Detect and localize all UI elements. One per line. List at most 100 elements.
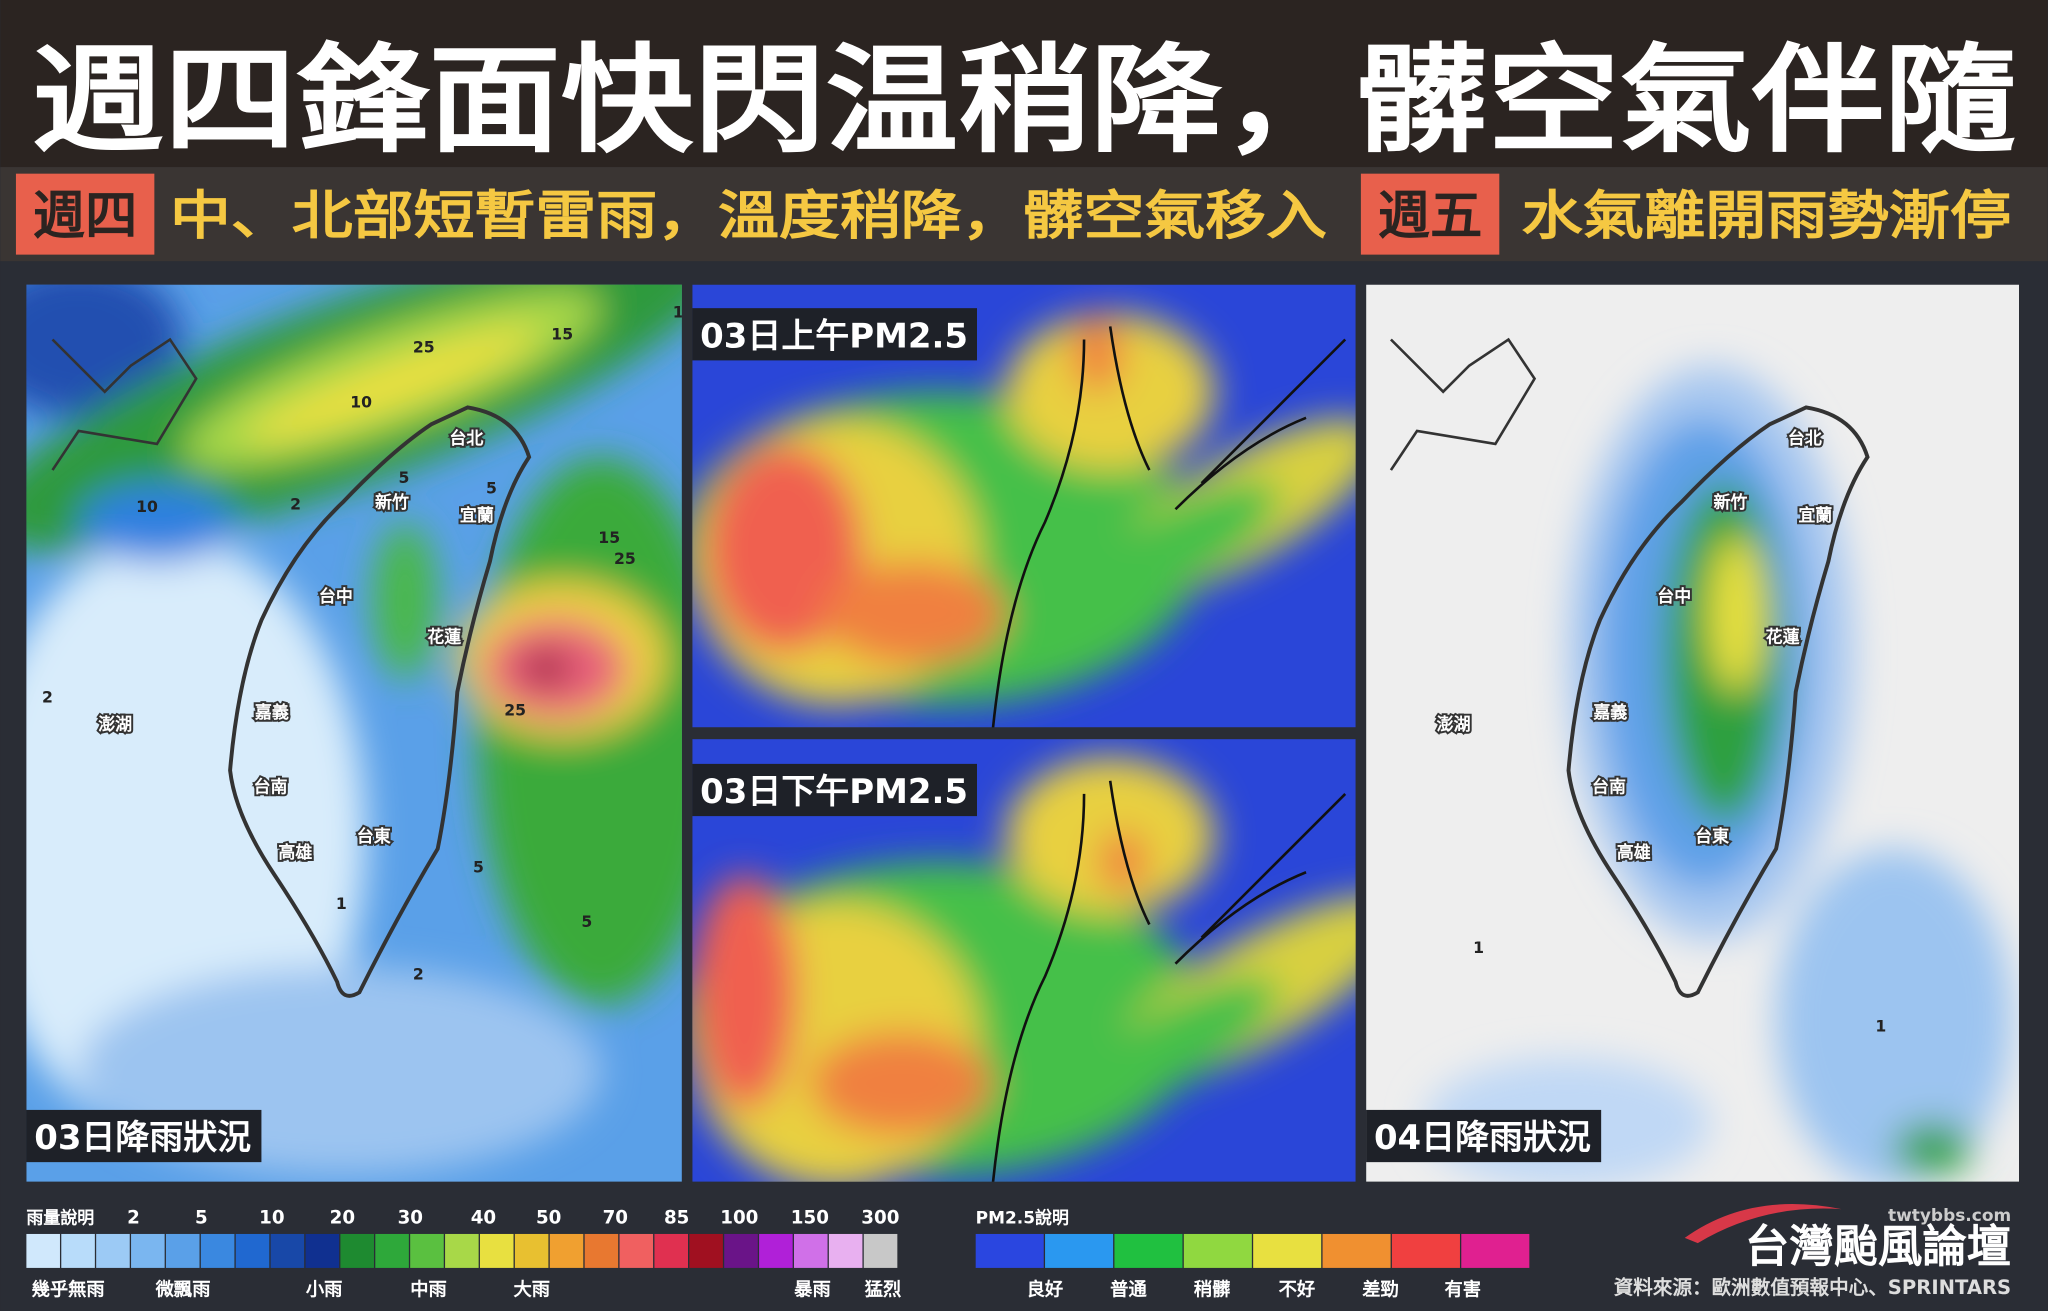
city-label: 台東 [1695, 826, 1729, 847]
legend-swatch [724, 1233, 758, 1268]
legend-swatch [654, 1233, 688, 1268]
coastline [51, 337, 198, 471]
legend-swatch [863, 1233, 898, 1268]
city-label: 高雄 [1617, 842, 1651, 863]
legend-swatch [131, 1233, 165, 1268]
map-field [1423, 365, 2012, 1182]
contour-label: 10 [350, 392, 372, 411]
legend-swatch [26, 1233, 60, 1268]
city-label: 新竹 [375, 492, 409, 513]
contour-label: 10 [136, 497, 158, 516]
field-blob [522, 652, 570, 685]
legend-tick: 20 [330, 1208, 355, 1229]
panel-label-bg [692, 763, 977, 817]
coastline [1566, 405, 1870, 998]
legend-category: 小雨 [306, 1279, 343, 1300]
logo-text: 台灣颱風論壇 [1745, 1221, 2011, 1272]
day-label: 週四 [33, 187, 137, 247]
coastline [991, 780, 1347, 1182]
city-label: 嘉義 [1592, 702, 1627, 723]
panel-label-bg [692, 308, 977, 361]
field-blob [1071, 976, 1280, 1113]
legend-swatch [1183, 1233, 1252, 1268]
city-label: 花蓮 [1766, 626, 1800, 647]
city-label: 高雄 [278, 842, 312, 863]
legend-swatch [96, 1233, 130, 1268]
legend-swatch [305, 1233, 340, 1268]
legend: 雨量說明 2 5 10 20 30 40 50 70 85 100 150 300 幾乎無雨 微飄雨 小雨 中雨… [26, 1208, 1530, 1300]
contour-label: 25 [614, 549, 636, 568]
panel-label-bg [26, 1109, 262, 1163]
legend-category: 暴雨 [794, 1279, 831, 1300]
legend-swatch [1253, 1233, 1322, 1268]
legend-tick: 70 [603, 1208, 628, 1229]
city-label: 台南 [254, 777, 288, 798]
legend-swatch [235, 1233, 270, 1268]
legend-tick: 40 [471, 1208, 496, 1229]
legend-category: 差勁 [1362, 1278, 1399, 1300]
panel-label: 03日上午PM2.5 [700, 316, 968, 356]
contour-label: 1 [1473, 938, 1484, 957]
contour-label: 1 [336, 894, 347, 913]
legend-tick: 150 [791, 1208, 829, 1229]
contour-label: 10 [673, 302, 695, 321]
legend-category: 大雨 [513, 1278, 550, 1300]
field-blob [692, 874, 797, 1110]
legend-tick: 50 [536, 1208, 561, 1229]
site-url: twtybbs.com [1888, 1206, 2011, 1226]
day-label: 週五 [1378, 187, 1482, 247]
city-label: 台北 [1788, 428, 1822, 449]
legend-swatch [828, 1233, 863, 1268]
map-panel [692, 284, 1356, 728]
panel-label: 03日下午PM2.5 [700, 772, 968, 812]
legend-swatch [479, 1233, 514, 1268]
panel-label: 04日降雨狀況 [1374, 1118, 1591, 1158]
contour-label: 5 [399, 468, 410, 487]
contour-label: 5 [486, 479, 497, 498]
legend-swatch [549, 1233, 584, 1268]
legend-swatch [410, 1233, 444, 1268]
city-label: 澎湖 [1437, 714, 1471, 735]
city-label: 台南 [1592, 777, 1626, 798]
field-blob [1099, 830, 1147, 894]
city-label: 花蓮 [427, 626, 461, 647]
legend-title: 雨量說明 [26, 1208, 94, 1229]
field-blob [1776, 848, 2012, 1182]
coastline [991, 326, 1347, 728]
contour-label: 5 [473, 857, 484, 876]
contour-label: 15 [551, 325, 573, 344]
legend-tick: 10 [259, 1208, 284, 1229]
legend-tick: 30 [398, 1208, 423, 1229]
contour-label: 5 [581, 912, 592, 931]
legend-swatch [793, 1233, 828, 1268]
legend-swatch [584, 1233, 619, 1268]
legend-tick: 2 [127, 1208, 140, 1229]
field-blob [1005, 313, 1215, 471]
legend-swatch [375, 1233, 409, 1268]
legend-swatch [514, 1233, 549, 1268]
legend-swatch [1391, 1233, 1460, 1268]
city-label: 澎湖 [98, 714, 132, 735]
legend-tick: 100 [720, 1208, 758, 1229]
day-box [15, 173, 155, 255]
contour-label: 25 [413, 338, 435, 357]
legend-category: 良好 [1027, 1278, 1064, 1300]
legend-swatch [1114, 1233, 1183, 1268]
legend-category: 幾乎無雨 [32, 1278, 105, 1300]
city-label: 台北 [449, 428, 483, 449]
contour-label: 1 [1875, 1017, 1886, 1036]
panel-label-bg [1366, 1109, 1602, 1163]
legend-swatch [165, 1233, 200, 1268]
city-label: 台中 [319, 586, 353, 607]
field-blob [705, 443, 863, 653]
legend-tick: 85 [664, 1208, 689, 1229]
contour-label: 2 [413, 964, 424, 983]
legend-swatch [1322, 1233, 1391, 1268]
map-field [26, 284, 682, 1176]
city-label: 台中 [1657, 586, 1691, 607]
contour-label: 2 [290, 494, 301, 513]
